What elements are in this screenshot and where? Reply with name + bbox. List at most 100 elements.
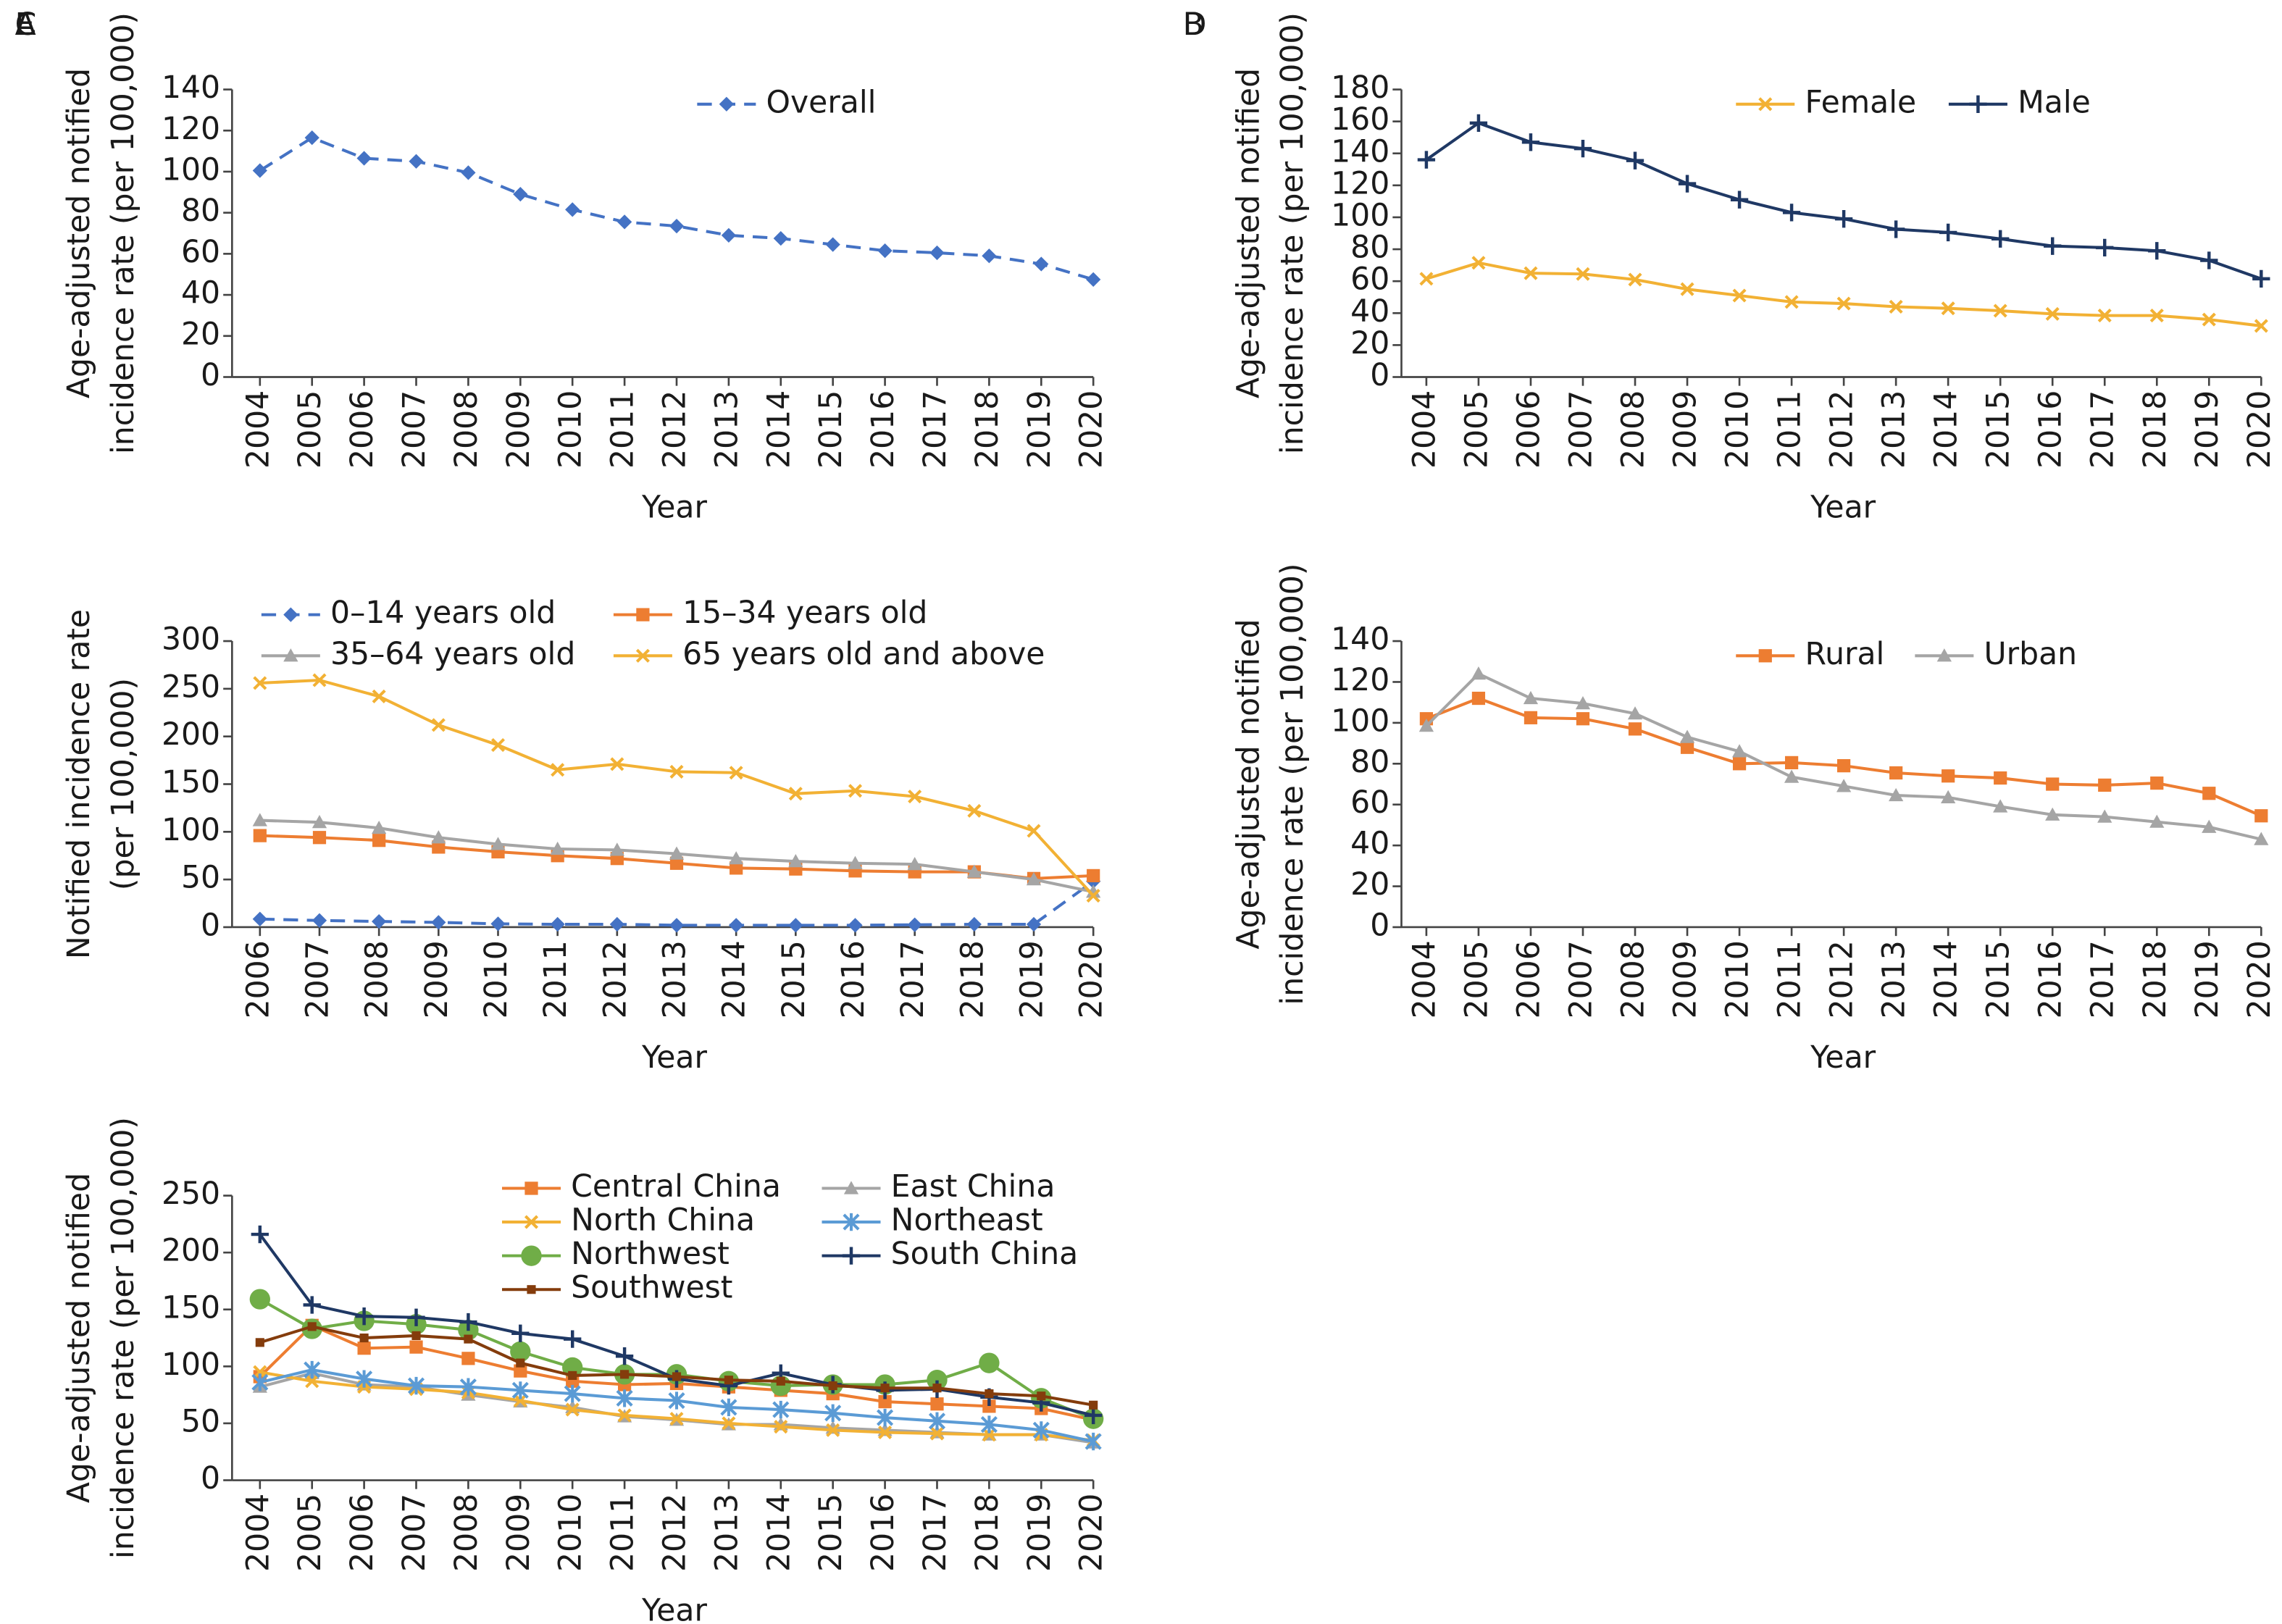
x-tick-label: 2005 — [1459, 390, 1495, 469]
data-point — [1732, 288, 1747, 303]
y-tick-label: 100 — [162, 813, 220, 848]
x-tick-label: 2019 — [2190, 940, 2225, 1018]
data-point — [407, 1308, 425, 1326]
data-point — [255, 1338, 264, 1347]
data-point — [2045, 807, 2060, 821]
legend-label: 65 years old and above — [682, 637, 1045, 672]
data-point — [490, 916, 506, 932]
data-point — [1026, 916, 1042, 932]
y-tick-label: 100 — [1331, 198, 1389, 233]
y-tick-label: 150 — [162, 765, 220, 800]
legend-marker — [283, 648, 298, 662]
legend-label: Urban — [1984, 637, 2078, 672]
data-point — [490, 837, 506, 850]
data-point — [1032, 1421, 1050, 1439]
data-point — [1523, 690, 1539, 705]
data-point — [511, 1324, 530, 1342]
data-point — [2252, 269, 2270, 288]
x-tick-label: 2009 — [1668, 390, 1704, 469]
x-tick-label: 2010 — [553, 1494, 589, 1572]
y-tick-label: 140 — [1331, 134, 1389, 169]
data-point — [616, 1389, 633, 1407]
data-point — [1471, 666, 1487, 680]
legend-marker — [842, 1247, 861, 1265]
y-tick-label: 140 — [1331, 622, 1389, 658]
data-point — [253, 1365, 267, 1379]
data-point — [312, 913, 327, 928]
data-point — [1037, 1391, 1046, 1401]
x-tick-label: 2004 — [1407, 390, 1442, 469]
data-point — [610, 757, 624, 771]
x-tick-label: 2010 — [1721, 940, 1756, 1018]
data-point — [1576, 267, 1590, 281]
panel-label: A — [15, 7, 36, 43]
data-point — [1575, 695, 1591, 710]
x-tick-label: 2015 — [1981, 390, 2017, 469]
data-point — [1471, 691, 1486, 706]
y-tick-label: 0 — [201, 1461, 220, 1497]
y-tick-label: 160 — [1331, 102, 1389, 138]
data-point — [772, 1400, 790, 1419]
data-point — [409, 154, 424, 169]
data-point — [355, 1307, 373, 1326]
x-tick-label: 2013 — [1877, 390, 1913, 469]
data-point — [550, 916, 565, 932]
data-point — [1469, 114, 1488, 133]
data-point — [979, 1352, 1000, 1373]
x-tick-label: 2018 — [970, 1494, 1006, 1572]
x-tick-label: 2008 — [1616, 390, 1652, 469]
data-point — [620, 1370, 630, 1379]
x-tick-label: 2014 — [717, 940, 753, 1018]
data-point — [907, 917, 922, 932]
data-point — [432, 840, 446, 854]
data-point — [356, 1370, 373, 1388]
y-tick-label: 0 — [201, 908, 220, 943]
x-axis-title: Year — [641, 1593, 708, 1624]
x-tick-label: 2012 — [657, 390, 693, 469]
data-point — [1886, 220, 1905, 238]
data-point — [431, 718, 446, 732]
x-tick-label: 2018 — [2138, 390, 2173, 469]
legend-marker — [1758, 649, 1772, 663]
series-line — [259, 880, 1095, 927]
x-tick-label: 2016 — [866, 390, 901, 469]
data-point — [1084, 1432, 1102, 1451]
data-point — [2149, 309, 2164, 323]
legend-marker — [527, 1285, 536, 1294]
data-point — [848, 784, 863, 798]
data-point — [1418, 718, 1434, 732]
data-point — [1627, 706, 1643, 720]
x-tick-label: 2011 — [1773, 940, 1808, 1018]
x-tick-label: 2014 — [1929, 940, 1965, 1018]
x-tick-label: 2011 — [606, 390, 641, 469]
y-axis-title: Age-adjusted notified — [1231, 619, 1266, 949]
series-line — [259, 135, 1094, 281]
x-tick-label: 2005 — [1459, 940, 1495, 1018]
data-point — [357, 1342, 371, 1355]
y-axis-title: Age-adjusted notified — [1231, 68, 1266, 398]
data-point — [1628, 272, 1642, 287]
data-point — [513, 1393, 527, 1408]
data-point — [1993, 304, 2007, 318]
x-tick-label: 2011 — [1773, 390, 1808, 469]
x-axis-title: Year — [1810, 1040, 1876, 1076]
data-point — [516, 1358, 525, 1368]
y-axis-title: incidence rate (per 100,000) — [106, 1117, 141, 1559]
data-point — [1836, 779, 1852, 792]
x-tick-label: 2014 — [761, 390, 797, 469]
data-point — [511, 1381, 529, 1399]
x-tick-label: 2019 — [1022, 1494, 1058, 1572]
x-tick-label: 2016 — [866, 1494, 901, 1572]
data-point — [788, 787, 803, 801]
data-point — [720, 1398, 737, 1417]
data-point — [1836, 296, 1851, 311]
y-tick-label: 60 — [1350, 785, 1389, 821]
x-tick-label: 2020 — [1074, 390, 1110, 469]
y-tick-label: 20 — [1350, 867, 1389, 903]
data-point — [431, 915, 446, 930]
data-point — [1086, 884, 1101, 898]
data-point — [1626, 151, 1644, 169]
